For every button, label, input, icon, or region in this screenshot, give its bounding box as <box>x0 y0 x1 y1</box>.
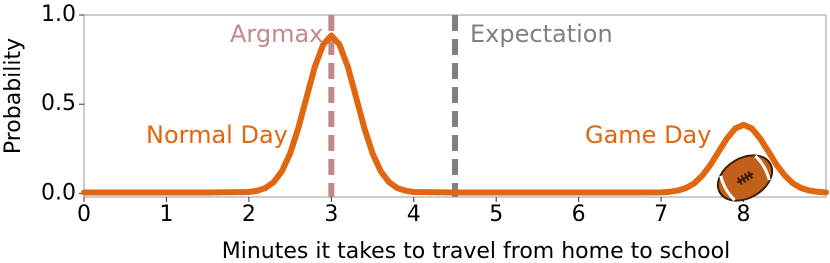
data-line <box>81 32 829 196</box>
x-tick-label: 1 <box>159 202 173 227</box>
y-tick-label: 1.0 <box>41 2 76 27</box>
x-tick-label: 3 <box>324 202 338 227</box>
x-tick-label: 0 <box>77 202 91 227</box>
football-lace <box>743 173 750 181</box>
annotation: Normal Day <box>146 121 288 149</box>
football-lace <box>740 175 747 183</box>
reference-label: Argmax <box>230 20 323 48</box>
y-axis-label: Probability <box>1 38 26 154</box>
x-tick-label: 4 <box>407 202 421 227</box>
football-lace <box>736 177 743 185</box>
annotation: Game Day <box>585 121 711 149</box>
football-lace <box>747 171 754 179</box>
x-tick-label: 7 <box>654 202 668 227</box>
football-icon <box>716 154 774 202</box>
y-tick-label: 0.0 <box>41 180 76 205</box>
x-tick-label: 8 <box>737 202 751 227</box>
football-stripe <box>719 175 736 202</box>
football-stripe <box>754 154 771 181</box>
x-tick-label: 2 <box>242 202 256 227</box>
y-tick-label: 0.5 <box>41 91 76 116</box>
reference-label: Expectation <box>470 20 613 48</box>
x-tick-label: 5 <box>489 202 503 227</box>
x-tick-label: 6 <box>572 202 586 227</box>
x-axis-label: Minutes it takes to travel from home to … <box>222 239 730 263</box>
